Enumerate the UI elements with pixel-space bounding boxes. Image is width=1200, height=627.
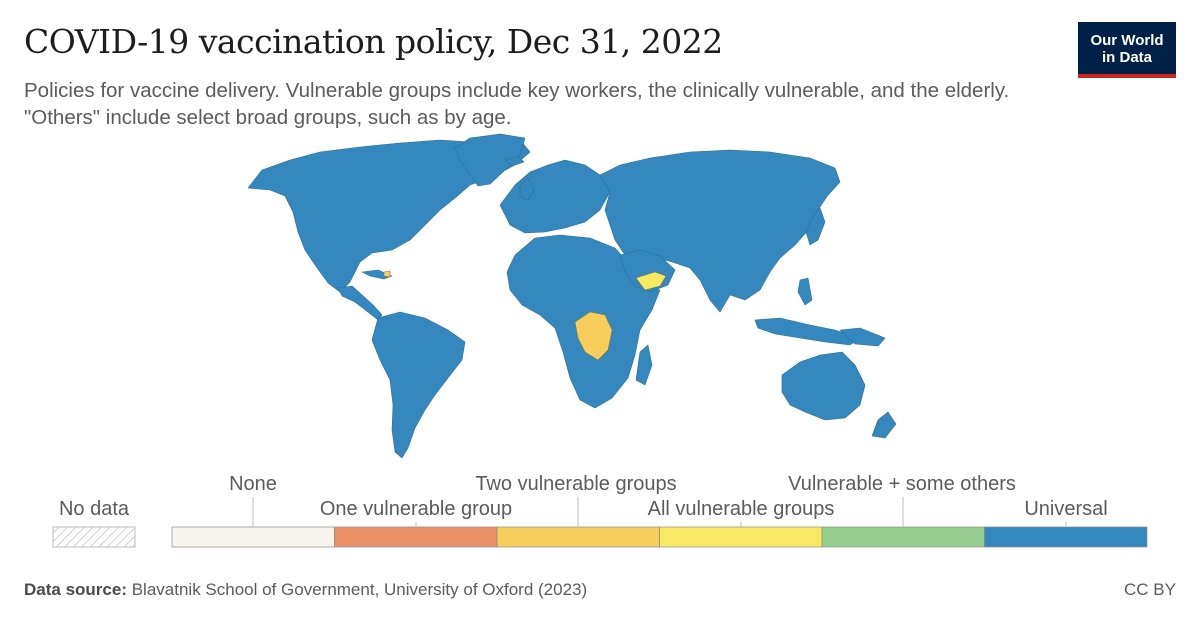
region-haiti[interactable] — [383, 270, 391, 278]
region-cuba[interactable] — [361, 269, 393, 280]
legend-label-universal: Universal — [1024, 498, 1107, 520]
data-source-text[interactable]: Blavatnik School of Government, Universi… — [131, 580, 588, 599]
region-madagascar[interactable] — [635, 344, 653, 386]
region-iceland[interactable] — [504, 155, 525, 167]
legend-bin-none[interactable] — [171, 526, 335, 548]
legend-label-one-vulnerable: One vulnerable group — [320, 498, 512, 520]
legend-bin-vulnerable-others[interactable] — [821, 526, 985, 548]
legend-no-data-swatch[interactable] — [52, 526, 136, 548]
world-map — [247, 133, 897, 459]
owid-logo[interactable]: Our World in Data — [1078, 22, 1176, 78]
legend-no-data-label: No data — [59, 498, 130, 520]
region-australia[interactable] — [781, 351, 866, 421]
region-philippines[interactable] — [797, 277, 813, 306]
region-north-america[interactable] — [247, 137, 531, 293]
legend-bin-two-vulnerable[interactable] — [496, 526, 660, 548]
logo-line-2: in Data — [1101, 49, 1152, 66]
region-indonesia[interactable] — [754, 317, 861, 346]
region-new-zealand[interactable] — [871, 411, 897, 439]
license[interactable]: CC BY — [1124, 580, 1176, 599]
chart-subtitle: Policies for vaccine delivery. Vulnerabl… — [24, 79, 1010, 129]
legend-label-vulnerable-others: Vulnerable + some others — [788, 473, 1016, 495]
region-dr-congo[interactable] — [574, 311, 613, 361]
region-japan[interactable] — [805, 207, 826, 246]
data-source-label: Data source: — [24, 580, 127, 599]
legend-bin-universal[interactable] — [984, 526, 1148, 548]
data-source: Data source: Blavatnik School of Governm… — [24, 580, 587, 600]
legend-bin-all-vulnerable[interactable] — [659, 526, 823, 548]
legend-label-two-vulnerable: Two vulnerable groups — [475, 473, 676, 495]
region-yemen[interactable] — [635, 271, 667, 291]
region-uk[interactable] — [519, 177, 535, 201]
legend-bin-one-vulnerable[interactable] — [334, 526, 498, 548]
legend-label-none: None — [229, 473, 277, 495]
region-greenland[interactable] — [454, 133, 526, 187]
chart-title: COVID-19 vaccination policy, Dec 31, 202… — [24, 22, 723, 61]
legend-bins — [171, 526, 1148, 548]
region-new-guinea[interactable] — [839, 327, 886, 347]
logo-line-1: Our World — [1090, 32, 1164, 49]
legend-label-all-vulnerable: All vulnerable groups — [648, 498, 835, 520]
region-south-america[interactable] — [371, 311, 466, 459]
